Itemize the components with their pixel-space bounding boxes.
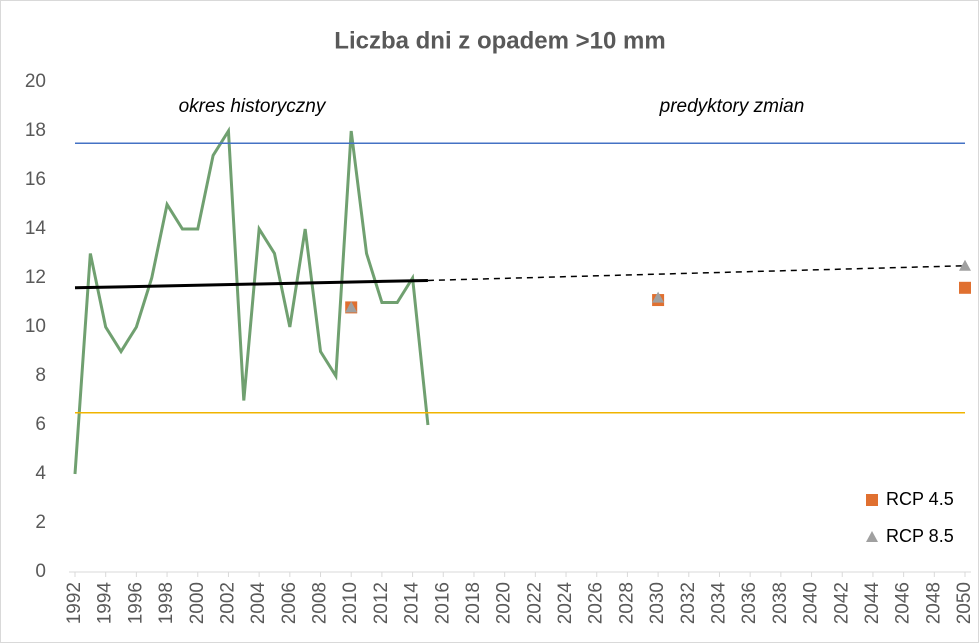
x-tick-label: 1998 bbox=[156, 582, 177, 624]
y-tick-label: 14 bbox=[25, 218, 47, 239]
line-series bbox=[427, 265, 966, 282]
x-tick-label: 2014 bbox=[402, 582, 423, 625]
x-tick-label: 1996 bbox=[125, 582, 146, 624]
x-tick-label: 2032 bbox=[678, 582, 699, 624]
x-tick-label: 2006 bbox=[279, 582, 300, 624]
y-tick-label: 16 bbox=[25, 169, 46, 190]
x-tick-label: 2026 bbox=[586, 582, 607, 624]
x-tick-label: 2044 bbox=[862, 582, 883, 625]
x-tick-label: 2030 bbox=[647, 582, 668, 624]
x-tick-label: 2024 bbox=[555, 582, 576, 625]
y-tick-label: 8 bbox=[35, 365, 46, 386]
x-tick-label: 2012 bbox=[371, 582, 392, 624]
annotation: okres historyczny bbox=[179, 96, 327, 117]
x-tick-label: 1994 bbox=[95, 582, 116, 625]
x-tick-label: 2040 bbox=[801, 582, 822, 624]
x-tick-label: 2020 bbox=[494, 582, 515, 624]
y-tick-label: 10 bbox=[25, 316, 46, 337]
x-tick-label: 2034 bbox=[708, 582, 729, 625]
marker bbox=[866, 531, 878, 542]
y-tick-label: 18 bbox=[25, 120, 46, 141]
x-tick-label: 2018 bbox=[463, 582, 484, 624]
x-tick-label: 2036 bbox=[739, 582, 760, 624]
x-tick-label: 2046 bbox=[893, 582, 914, 624]
x-tick-label: 2004 bbox=[248, 582, 269, 625]
marker bbox=[345, 301, 358, 313]
x-tick-label: 2016 bbox=[432, 582, 453, 624]
y-tick-label: 20 bbox=[25, 71, 46, 92]
y-tick-label: 4 bbox=[35, 463, 46, 484]
y-tick-label: 0 bbox=[35, 561, 46, 582]
legend-label: RCP 8.5 bbox=[886, 526, 954, 546]
marker bbox=[652, 291, 665, 303]
line-series bbox=[74, 278, 428, 290]
x-tick-label: 2008 bbox=[310, 582, 331, 624]
y-tick-label: 12 bbox=[25, 267, 46, 288]
y-tick-label: 2 bbox=[35, 512, 46, 533]
x-tick-label: 1992 bbox=[64, 582, 85, 624]
annotation: predyktory zmian bbox=[659, 96, 805, 117]
y-tick-label: 6 bbox=[35, 414, 46, 435]
marker bbox=[959, 281, 971, 294]
x-tick-label: 2002 bbox=[217, 582, 238, 624]
marker bbox=[959, 259, 971, 271]
chart-title: Liczba dni z opadem >10 mm bbox=[334, 27, 665, 54]
x-tick-label: 2022 bbox=[524, 582, 545, 624]
x-tick-label: 2048 bbox=[923, 582, 944, 624]
marker bbox=[866, 494, 878, 506]
x-tick-label: 2028 bbox=[616, 582, 637, 624]
x-tick-label: 2042 bbox=[831, 582, 852, 624]
legend-label: RCP 4.5 bbox=[886, 489, 954, 509]
x-tick-label: 2010 bbox=[340, 582, 361, 624]
x-tick-label: 2038 bbox=[770, 582, 791, 624]
line-series bbox=[73, 126, 430, 475]
x-tick-label: 2000 bbox=[187, 582, 208, 624]
x-tick-label: 2050 bbox=[954, 582, 975, 624]
